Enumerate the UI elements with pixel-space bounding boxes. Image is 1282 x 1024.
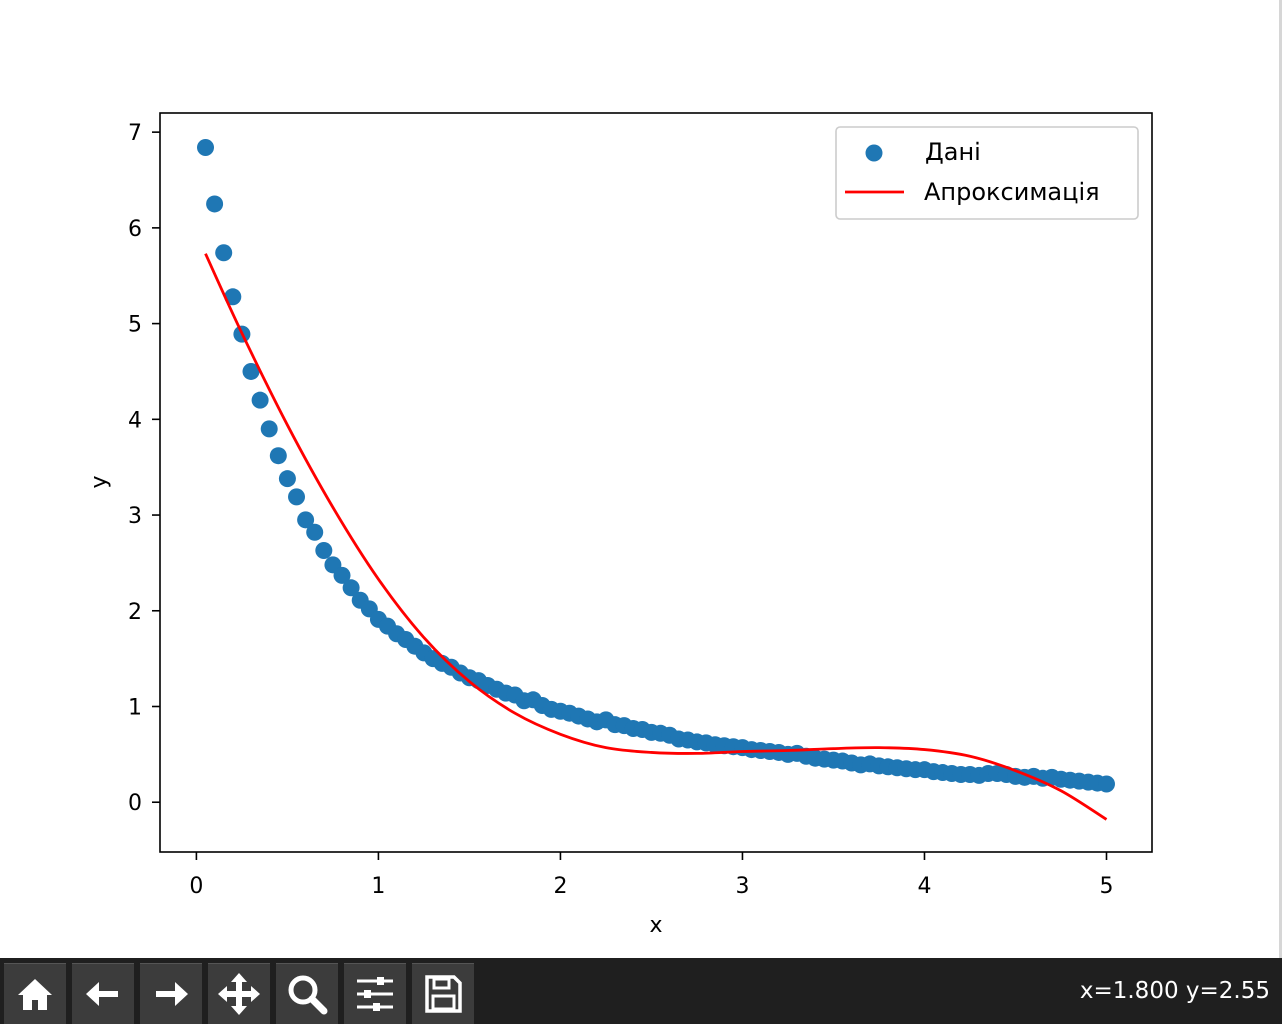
data-point [288,488,306,506]
x-tick-label: 2 [553,874,567,899]
y-axis-label: y [87,475,112,488]
figure: 0 1 2 3 4 5 0 1 2 3 4 5 6 7 x y Дані Апроксимація [87,0,1282,958]
x-tick-label: 3 [735,874,749,899]
legend-box [835,126,1139,220]
data-point [306,523,324,541]
x-axis-label: x [649,913,662,938]
plot-frame [159,112,1153,853]
fit-line [204,253,1108,821]
toolbar: x=1.800 y=2.55 [0,958,1282,1024]
data-point [297,511,315,529]
legend-label-fit: Апроксимація [924,178,1100,206]
chart: 0 1 2 3 4 5 0 1 2 3 4 5 6 7 x y Дані Апроксимація [87,0,1282,958]
data-point [251,391,269,409]
data-point [224,288,242,306]
data-point [1097,775,1115,793]
sliders-icon [357,977,393,1011]
arrow-right-icon [156,982,188,1006]
data-point [278,470,296,488]
coordinate-readout: x=1.800 y=2.55 [1079,978,1270,1004]
legend-marker-data [865,144,883,162]
data-point [215,244,233,262]
y-tick-label: 6 [128,217,142,242]
data-point [315,541,333,559]
data-point [242,362,260,380]
move-icon [218,973,260,1015]
data-point [269,447,287,465]
y-tick-label: 4 [128,408,142,433]
data-point [197,138,215,156]
legend-label-data: Дані [925,138,981,166]
pan-button[interactable] [208,963,270,1024]
x-tick-label: 1 [371,874,385,899]
data-point [260,420,278,438]
x-tick-label: 5 [1099,874,1113,899]
configure-button[interactable] [344,963,406,1024]
axes: 0 1 2 3 4 5 0 1 2 3 4 5 6 7 [128,121,1113,899]
arrow-left-icon [86,982,118,1006]
x-tick-label: 0 [189,874,203,899]
y-tick-label: 2 [128,600,142,625]
data-layer [197,138,1115,821]
back-button[interactable] [72,963,134,1024]
data-point [342,579,360,597]
y-tick-label: 7 [128,121,142,146]
zoom-icon [288,975,328,1015]
save-button[interactable] [412,963,474,1024]
x-tick-label: 4 [917,874,931,899]
home-button[interactable] [4,963,66,1024]
y-tick-label: 0 [128,791,142,816]
save-icon [425,975,462,1013]
forward-button[interactable] [140,963,202,1024]
legend: Дані Апроксимація [835,126,1139,220]
data-point [206,195,224,213]
home-icon [18,979,52,1010]
y-tick-label: 3 [128,504,142,529]
y-tick-label: 1 [128,695,142,720]
zoom-button[interactable] [276,963,338,1024]
data-point [333,566,351,584]
y-tick-label: 5 [128,313,142,338]
